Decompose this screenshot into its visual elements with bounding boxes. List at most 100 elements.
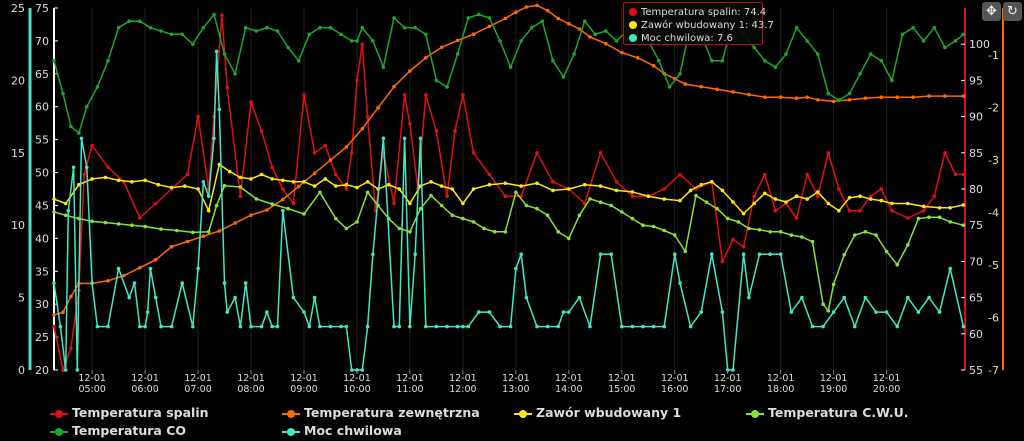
data-point bbox=[450, 187, 455, 191]
data-point bbox=[948, 220, 952, 224]
x-tick-label: 16:00 bbox=[661, 384, 688, 395]
data-point bbox=[731, 90, 735, 94]
data-point bbox=[85, 165, 89, 170]
data-point bbox=[524, 203, 529, 208]
x-tick-label: 12:00 bbox=[449, 384, 476, 395]
data-point bbox=[439, 203, 444, 208]
y-tick-label: 65 bbox=[35, 68, 49, 81]
data-point bbox=[567, 310, 571, 314]
reset-zoom-icon[interactable]: ↻ bbox=[1003, 2, 1022, 21]
hover-tooltip: Temperatura spalin: 74.4 Zawór wbudowany… bbox=[623, 2, 774, 45]
data-point bbox=[243, 25, 248, 30]
data-point bbox=[52, 324, 56, 329]
x-tick-label: 12-01 bbox=[714, 373, 742, 384]
data-point bbox=[609, 203, 613, 208]
data-point bbox=[789, 233, 794, 237]
data-point bbox=[678, 198, 682, 203]
x-tick-label: 12-01 bbox=[131, 373, 159, 384]
data-point bbox=[492, 230, 497, 234]
data-point bbox=[175, 228, 179, 233]
data-point bbox=[699, 310, 703, 314]
data-point bbox=[455, 324, 460, 329]
data-point bbox=[344, 324, 349, 329]
data-point bbox=[270, 202, 275, 206]
data-point bbox=[328, 25, 333, 30]
x-tick-label: 09:00 bbox=[290, 384, 317, 395]
data-point bbox=[927, 94, 931, 98]
data-point bbox=[895, 95, 899, 99]
data-point bbox=[577, 295, 582, 300]
data-point bbox=[487, 16, 492, 20]
data-point bbox=[784, 52, 788, 56]
y-tick-label: 0 bbox=[18, 364, 25, 377]
data-point bbox=[413, 25, 418, 30]
chart-toolbar: ✥ ↻ bbox=[980, 0, 1022, 21]
data-point bbox=[529, 25, 534, 30]
x-tick-label: 05:00 bbox=[78, 384, 105, 395]
series-line bbox=[53, 14, 964, 371]
data-point bbox=[943, 45, 947, 50]
data-point bbox=[127, 19, 131, 24]
y-tick-label: 25 bbox=[11, 2, 25, 15]
data-point bbox=[540, 19, 545, 24]
y-tick-label: 70 bbox=[969, 255, 983, 268]
data-point bbox=[535, 3, 539, 8]
data-point bbox=[953, 172, 958, 177]
legend-item-temperatura-co[interactable]: Temperatura CO bbox=[50, 423, 186, 438]
y-tick-label: 5 bbox=[18, 292, 25, 305]
data-point bbox=[609, 252, 613, 256]
data-point bbox=[837, 187, 841, 191]
data-point bbox=[567, 21, 571, 26]
data-point bbox=[281, 178, 285, 183]
data-point bbox=[169, 324, 174, 329]
data-point bbox=[927, 215, 931, 220]
x-tick-label: 12-01 bbox=[78, 373, 106, 384]
data-point bbox=[281, 197, 285, 202]
legend-item-temperatura-spalin[interactable]: Temperatura spalin bbox=[50, 405, 209, 420]
data-point bbox=[355, 185, 359, 190]
data-point bbox=[153, 258, 158, 262]
data-point bbox=[143, 178, 147, 183]
legend-item-zawor-wbudowany-1[interactable]: Zawór wbudowany 1 bbox=[514, 405, 681, 420]
data-point bbox=[498, 39, 502, 43]
data-point bbox=[52, 58, 56, 63]
legend-label: Zawór wbudowany 1 bbox=[536, 405, 682, 420]
data-point bbox=[593, 32, 598, 37]
data-point bbox=[630, 190, 635, 194]
data-point bbox=[588, 324, 592, 329]
data-point bbox=[519, 39, 523, 43]
data-point bbox=[961, 223, 966, 227]
legend-item-temperatura-zewnetrzna[interactable]: Temperatura zewnętrzna bbox=[282, 405, 480, 420]
data-point bbox=[312, 295, 317, 300]
y-tick-label: 75 bbox=[35, 2, 49, 15]
data-point bbox=[620, 324, 624, 329]
data-point bbox=[641, 223, 645, 227]
y-tick-label: 55 bbox=[969, 364, 983, 377]
y-tick-label: 40 bbox=[35, 232, 49, 245]
data-point bbox=[397, 226, 402, 231]
data-point bbox=[265, 310, 269, 314]
data-point bbox=[323, 177, 328, 181]
data-point bbox=[138, 324, 142, 329]
data-point bbox=[551, 188, 555, 193]
data-point bbox=[694, 193, 698, 198]
data-point bbox=[471, 220, 476, 224]
legend-item-temperatura-cwu[interactable]: Temperatura C.W.U. bbox=[746, 405, 909, 420]
data-point bbox=[858, 72, 862, 76]
data-point bbox=[349, 151, 354, 155]
data-point bbox=[961, 94, 966, 98]
legend-item-moc-chwilowa[interactable]: Moc chwilowa bbox=[282, 423, 402, 438]
data-point bbox=[699, 84, 703, 89]
data-point bbox=[778, 252, 783, 256]
move-icon[interactable]: ✥ bbox=[982, 2, 1001, 21]
data-point bbox=[106, 279, 110, 283]
data-point bbox=[588, 197, 592, 201]
data-point bbox=[847, 91, 852, 96]
data-point bbox=[805, 39, 809, 43]
series-line bbox=[53, 13, 964, 134]
data-point bbox=[556, 16, 560, 21]
data-point bbox=[281, 208, 285, 213]
data-point bbox=[233, 72, 237, 76]
data-point bbox=[683, 82, 688, 86]
data-point bbox=[122, 273, 126, 278]
